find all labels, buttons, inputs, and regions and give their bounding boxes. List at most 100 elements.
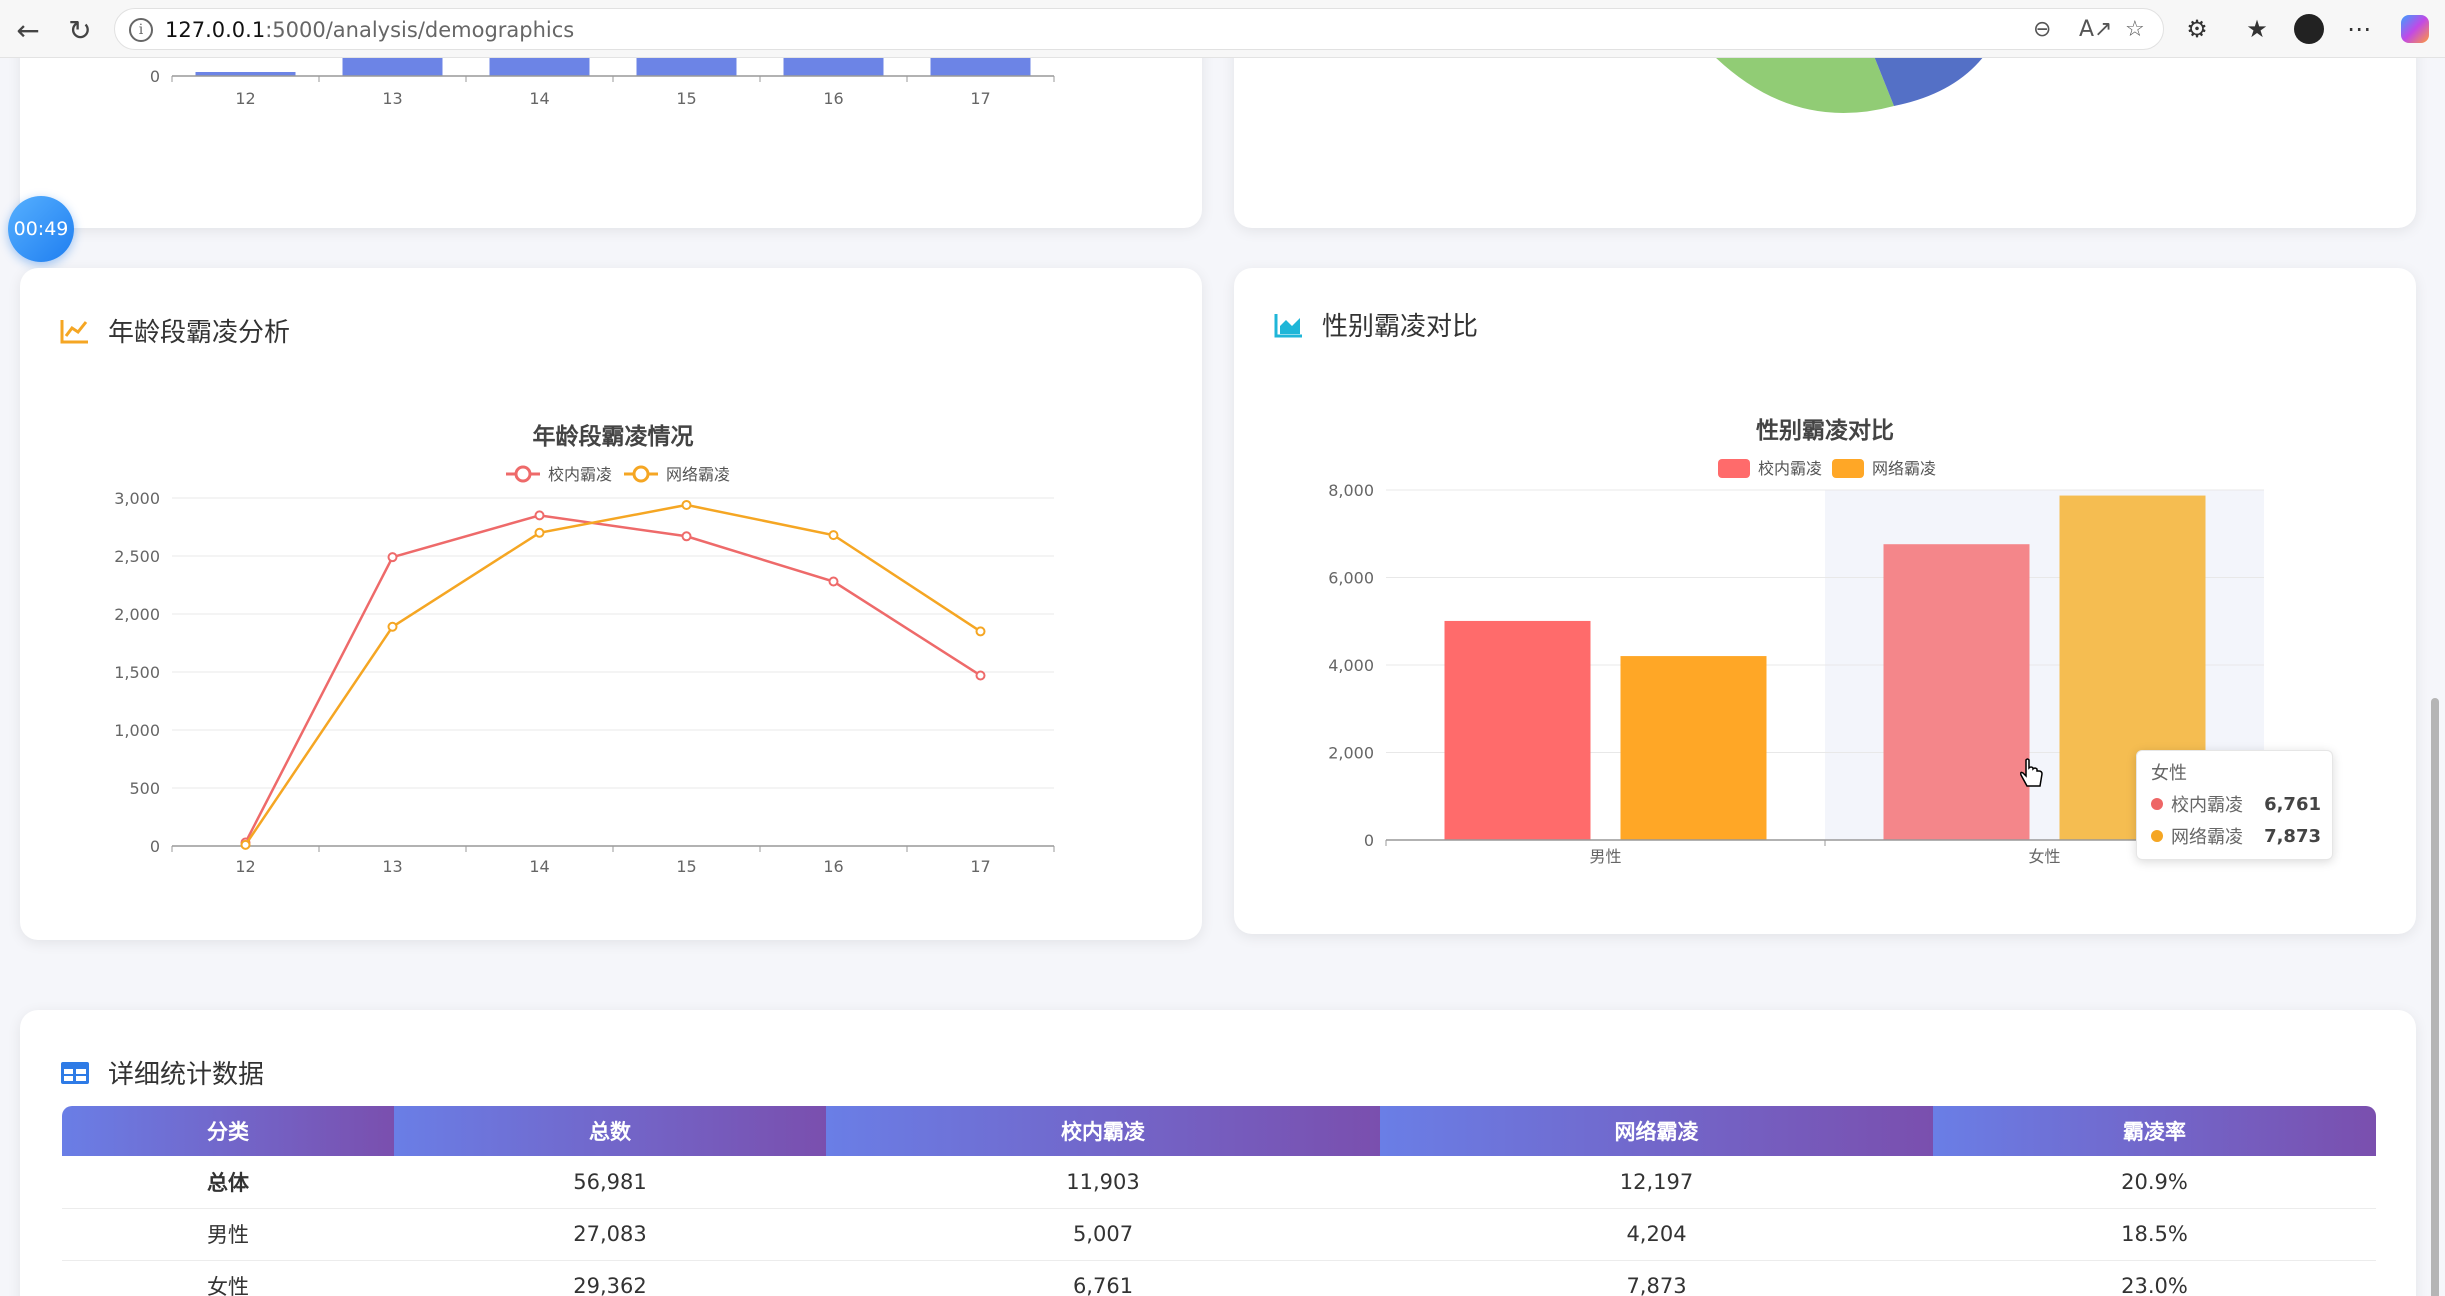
x-tick-label: 12 xyxy=(235,89,255,108)
copilot-icon[interactable] xyxy=(2398,12,2432,46)
browser-toolbar: ← ↻ i 127.0.0.1:5000/analysis/demographi… xyxy=(0,0,2445,58)
tooltip-title: 女性 xyxy=(2151,763,2187,784)
y-tick-label: 8,000 xyxy=(1328,481,1374,500)
x-tick-label: 14 xyxy=(529,857,549,876)
area-chart-icon xyxy=(1274,313,1302,337)
table-row: 女性 29,362 6,761 7,873 23.0% xyxy=(62,1260,2376,1296)
table-icon xyxy=(61,1061,89,1084)
data-point[interactable] xyxy=(975,626,986,637)
data-point[interactable] xyxy=(975,670,986,681)
table-cell: 56,981 xyxy=(394,1156,826,1209)
table-row: 总体 56,981 11,903 12,197 20.9% xyxy=(62,1156,2376,1209)
read-aloud-icon[interactable]: A↗ xyxy=(2079,17,2113,42)
distribution-pie-card xyxy=(1234,58,2416,228)
y-tick-label: 0 xyxy=(150,67,160,86)
x-tick-label: 16 xyxy=(823,857,843,876)
table-header-row: 分类 总数 校内霸凌 网络霸凌 霸凌率 xyxy=(62,1106,2376,1156)
data-point[interactable] xyxy=(387,552,398,563)
series-line xyxy=(244,514,982,844)
card-title: 年龄段霸凌分析 xyxy=(108,318,291,348)
age-bullying-card: 年龄段霸凌分析 年龄段霸凌情况 校内霸凌 网络霸凌 0 500 1,000 1,500 2,0… xyxy=(20,268,1202,940)
bar xyxy=(783,58,884,76)
column-header: 霸凌率 xyxy=(1933,1106,2376,1156)
detail-stats-table: 分类 总数 校内霸凌 网络霸凌 霸凌率 总体 56,981 11,903 12,197 20.9… xyxy=(62,1106,2376,1296)
data-point[interactable] xyxy=(387,621,398,632)
series-dot xyxy=(2151,798,2163,810)
column-header: 校内霸凌 xyxy=(826,1106,1380,1156)
back-icon[interactable]: ← xyxy=(16,13,40,47)
url-text[interactable]: 127.0.0.1:5000/analysis/demographics xyxy=(165,18,575,42)
column-header: 分类 xyxy=(62,1106,394,1156)
y-tick-label: 2,000 xyxy=(114,605,160,624)
favorite-star-icon[interactable]: ☆ xyxy=(2125,17,2145,42)
pie-slice xyxy=(1716,58,1894,114)
zoom-out-icon[interactable]: ⊖ xyxy=(2033,17,2052,42)
table-cell: 4,204 xyxy=(1380,1208,1933,1261)
y-tick-label: 2,000 xyxy=(1328,744,1374,763)
table-cell: 6,761 xyxy=(826,1260,1380,1296)
refresh-icon[interactable]: ↻ xyxy=(68,13,92,47)
extensions-icon[interactable]: ⚙ xyxy=(2186,15,2208,43)
x-tick-label: 女性 xyxy=(2028,847,2060,866)
x-tick-label: 男性 xyxy=(1589,847,1621,866)
x-tick-label: 13 xyxy=(382,857,402,876)
data-point[interactable] xyxy=(828,576,839,587)
bar xyxy=(195,72,296,76)
data-point[interactable] xyxy=(681,499,692,510)
legend-label: 网络霸凌 xyxy=(666,465,730,484)
card-title: 详细统计数据 xyxy=(108,1060,265,1090)
y-tick-label: 4,000 xyxy=(1328,656,1374,675)
pie-chart xyxy=(1716,58,1983,114)
site-info-icon[interactable]: i xyxy=(129,18,153,42)
y-tick-label: 0 xyxy=(150,837,160,856)
profile-avatar[interactable] xyxy=(2292,12,2326,46)
table-cell: 18.5% xyxy=(1933,1208,2376,1261)
x-tick-label: 15 xyxy=(676,857,696,876)
bar xyxy=(342,58,443,76)
bar[interactable] xyxy=(1444,620,1591,840)
column-header: 网络霸凌 xyxy=(1380,1106,1933,1156)
bar xyxy=(930,58,1031,76)
y-tick-label: 6,000 xyxy=(1328,569,1374,588)
data-point[interactable] xyxy=(681,531,692,542)
tooltip-row: 校内霸凌 6,761 xyxy=(2151,791,2321,817)
page-scrollbar[interactable] xyxy=(2431,698,2439,1296)
page-viewport: 0 12 13 14 15 16 17 00:49 年龄段霸凌分析 年龄段霸凌情况 校内霸凌… xyxy=(0,58,2445,1296)
legend-item[interactable]: 网络霸凌 xyxy=(624,465,730,484)
legend-item[interactable]: 网络霸凌 xyxy=(1832,459,1936,478)
more-menu-icon[interactable]: ⋯ xyxy=(2347,15,2371,43)
data-point[interactable] xyxy=(534,510,545,521)
table-row: 男性 27,083 5,007 4,204 18.5% xyxy=(62,1208,2376,1261)
data-point[interactable] xyxy=(240,839,251,850)
series-dot xyxy=(2151,830,2163,842)
bar[interactable] xyxy=(1883,544,2030,840)
table-cell: 男性 xyxy=(62,1208,394,1261)
tooltip-series-name: 校内霸凌 xyxy=(2171,795,2243,816)
table-cell: 11,903 xyxy=(826,1156,1380,1209)
legend-item[interactable]: 校内霸凌 xyxy=(506,465,612,484)
favorites-list-icon[interactable]: ★ xyxy=(2246,15,2268,43)
table-cell: 29,362 xyxy=(394,1260,826,1296)
address-bar[interactable]: i 127.0.0.1:5000/analysis/demographics ⊖… xyxy=(114,8,2164,50)
bar[interactable] xyxy=(1620,656,1767,840)
y-tick-label: 3,000 xyxy=(114,489,160,508)
data-point[interactable] xyxy=(534,527,545,538)
y-tick-label: 0 xyxy=(1364,831,1374,850)
legend-label: 校内霸凌 xyxy=(548,465,612,484)
line-chart-icon xyxy=(60,319,88,343)
y-tick-label: 500 xyxy=(129,779,160,798)
age-distribution-chart: 0 12 13 14 15 16 17 xyxy=(150,58,1055,108)
age-distribution-card: 0 12 13 14 15 16 17 xyxy=(20,58,1202,228)
table-cell: 23.0% xyxy=(1933,1260,2376,1296)
tooltip-row: 网络霸凌 7,873 xyxy=(2151,823,2321,849)
x-tick-label: 16 xyxy=(823,89,843,108)
table-cell: 5,007 xyxy=(826,1208,1380,1261)
legend-item[interactable]: 校内霸凌 xyxy=(1718,459,1822,478)
data-point[interactable] xyxy=(828,530,839,541)
chart-tooltip: 女性 校内霸凌 6,761 网络霸凌 7,873 xyxy=(2136,750,2333,860)
legend-label: 校内霸凌 xyxy=(1758,459,1822,478)
x-tick-label: 17 xyxy=(970,89,990,108)
y-tick-label: 2,500 xyxy=(114,547,160,566)
table-cell: 12,197 xyxy=(1380,1156,1933,1209)
chart-title: 性别霸凌对比 xyxy=(1756,418,1894,444)
